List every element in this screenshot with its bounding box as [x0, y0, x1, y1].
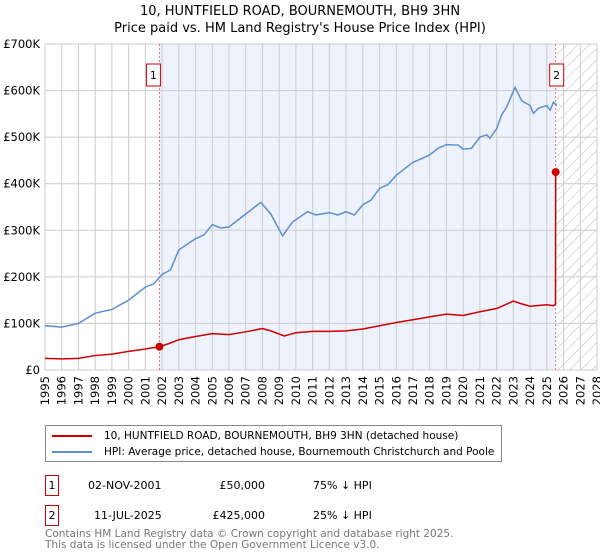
x-tick-label: 1999 — [105, 376, 119, 405]
footer: Contains HM Land Registry data © Crown c… — [45, 529, 453, 551]
marker-badge: 1 — [45, 475, 59, 496]
x-tick-label: 2015 — [373, 376, 387, 405]
marker-label: 1 — [150, 69, 157, 82]
marker-badge — [145, 63, 161, 87]
plot-area: 1995 1996 1997 1998 1999 2000 2001 2002 2003 2004… — [3, 37, 600, 405]
x-tick-label: 2026 — [557, 376, 571, 405]
legend-swatch — [52, 451, 92, 453]
y-tick-label: £400K — [3, 177, 40, 191]
x-tick-label: 1997 — [71, 376, 85, 405]
x-tick-label: 2020 — [456, 376, 470, 405]
x-tick-label: 2024 — [523, 376, 537, 405]
x-tick-label: 2002 — [155, 376, 169, 405]
legend-swatch — [52, 435, 92, 437]
sale-point — [155, 342, 164, 351]
x-tick-label: 1998 — [88, 376, 102, 405]
series-line-hpi — [44, 85, 558, 328]
x-tick-label: 2025 — [540, 376, 554, 405]
y-tick-label: £200K — [3, 270, 40, 284]
x-tick-label: 2021 — [473, 376, 487, 405]
legend-item-property: 10, HUNTFIELD ROAD, BOURNEMOUTH, BH9 3HN… — [46, 428, 458, 444]
x-tick-label: 2013 — [339, 376, 353, 405]
y-tick-label: £300K — [3, 223, 40, 237]
x-tick-label: 2022 — [490, 376, 504, 405]
transaction-date: 11-JUL-2025 — [94, 509, 162, 522]
x-tick-label: 2003 — [172, 376, 186, 405]
transaction-date: 02-NOV-2001 — [88, 479, 162, 492]
y-tick-label: £600K — [3, 84, 40, 98]
legend-item-hpi: HPI: Average price, detached house, Bour… — [46, 444, 494, 460]
x-tick-label: 2014 — [356, 376, 370, 405]
x-tick-label: 2010 — [289, 376, 303, 405]
x-tick-label: 2016 — [389, 376, 403, 405]
plot-border — [44, 43, 598, 371]
x-tick-label: 2023 — [506, 376, 520, 405]
sale-point — [551, 168, 560, 177]
y-tick-label: £0 — [25, 363, 40, 377]
legend: 10, HUNTFIELD ROAD, BOURNEMOUTH, BH9 3HN… — [45, 425, 502, 462]
marker-badge — [549, 63, 565, 87]
x-tick-label: 2027 — [573, 376, 587, 405]
x-tick-label: 2028 — [590, 376, 600, 405]
marker-label: 2 — [553, 69, 560, 82]
legend-label: HPI: Average price, detached house, Bour… — [104, 446, 495, 458]
x-tick-label: 2018 — [423, 376, 437, 405]
transaction-price: £425,000 — [212, 509, 266, 522]
transaction-hpi: 75% ↓ HPI — [313, 479, 372, 492]
marker-badge: 2 — [45, 505, 59, 526]
x-tick-label: 2001 — [138, 376, 152, 405]
x-tick-label: 2005 — [205, 376, 219, 405]
x-tick-label: 2019 — [439, 376, 453, 405]
y-tick-label: £700K — [3, 37, 40, 51]
forecast-hatch — [556, 44, 597, 370]
y-tick-label: £100K — [3, 316, 40, 330]
chart-subtitle: Price paid vs. HM Land Registry's House … — [114, 21, 486, 36]
series-line-property — [44, 172, 557, 360]
x-tick-label: 2012 — [322, 376, 336, 405]
transaction-price: £50,000 — [219, 479, 266, 492]
x-tick-label: 2007 — [239, 376, 253, 405]
x-tick-label: 2009 — [272, 376, 286, 405]
x-tick-label: 1995 — [38, 376, 52, 405]
legend-label: 10, HUNTFIELD ROAD, BOURNEMOUTH, BH9 3HN… — [104, 430, 459, 442]
x-tick-label: 2017 — [406, 376, 420, 405]
footer-line: This data is licensed under the Open Gov… — [45, 539, 380, 551]
y-tick-label: £500K — [3, 130, 40, 144]
x-tick-label: 2004 — [189, 376, 203, 405]
transaction-hpi: 25% ↓ HPI — [313, 509, 372, 522]
ownership-shade — [159, 44, 556, 370]
footer-line: Contains HM Land Registry data © Crown c… — [45, 528, 454, 540]
x-tick-label: 2011 — [306, 376, 320, 405]
x-tick-label: 2000 — [122, 376, 136, 405]
x-tick-label: 2008 — [255, 376, 269, 405]
chart-title: 10, HUNTFIELD ROAD, BOURNEMOUTH, BH9 3HN — [139, 4, 461, 19]
x-tick-label: 1996 — [55, 376, 69, 405]
x-tick-label: 2006 — [222, 376, 236, 405]
